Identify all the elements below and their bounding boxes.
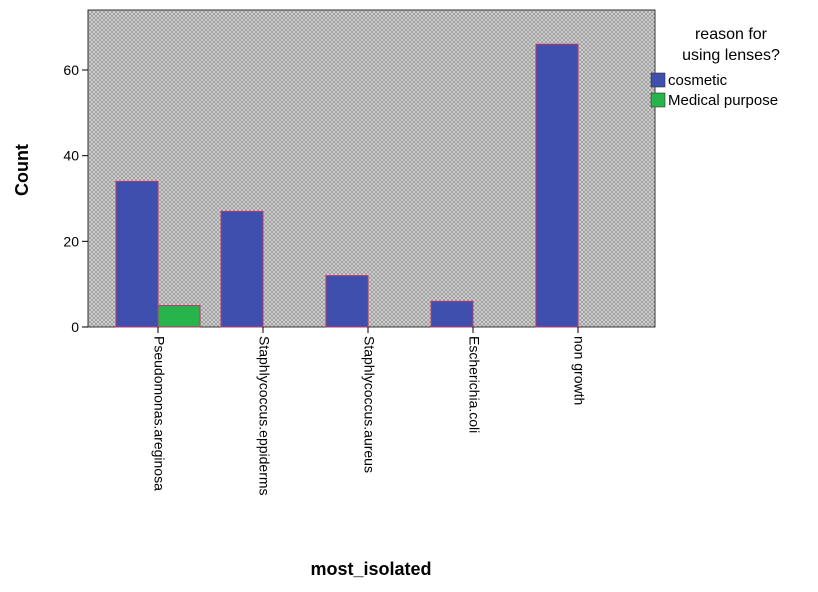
bar-cosmetic	[220, 210, 264, 328]
legend-title-line2: using lenses?	[682, 47, 780, 64]
y-tick-label: 60	[63, 62, 79, 78]
y-axis: 0 20 40 60	[63, 62, 88, 335]
x-tick-label: Escherichia.coli	[466, 336, 482, 433]
bar-cosmetic	[325, 275, 369, 328]
x-tick-label: Pseudomonas.areginosa	[151, 336, 167, 491]
bar-cosmetic	[535, 43, 579, 328]
y-tick-label: 40	[63, 148, 79, 164]
bars-group	[115, 43, 579, 328]
x-axis: Pseudomonas.areginosa Staphlycoccus.eppid…	[151, 327, 587, 496]
x-tick-label: non growth	[571, 336, 587, 405]
legend-swatch-medical-purpose	[650, 92, 666, 108]
legend-title-line1: reason for	[695, 26, 768, 43]
x-tick-label: Staphlycoccus.eppiderms	[256, 336, 272, 496]
y-tick-label: 20	[63, 233, 79, 249]
legend-label-medical-purpose: Medical purpose	[668, 92, 778, 109]
y-axis-title: Count	[12, 144, 32, 196]
legend-label-cosmetic: cosmetic	[668, 72, 728, 89]
y-tick-label: 0	[71, 319, 79, 335]
x-axis-title: most_isolated	[310, 559, 431, 579]
legend-swatch-cosmetic	[650, 72, 666, 88]
legend: reason for using lenses? cosmetic Medical…	[650, 26, 780, 109]
legend-items: cosmetic Medical purpose	[650, 72, 778, 109]
bar-medical-purpose	[157, 305, 201, 328]
x-tick-label: Staphlycoccus.aureus	[361, 336, 377, 473]
bar-cosmetic	[430, 300, 474, 328]
bar-cosmetic	[115, 180, 159, 328]
